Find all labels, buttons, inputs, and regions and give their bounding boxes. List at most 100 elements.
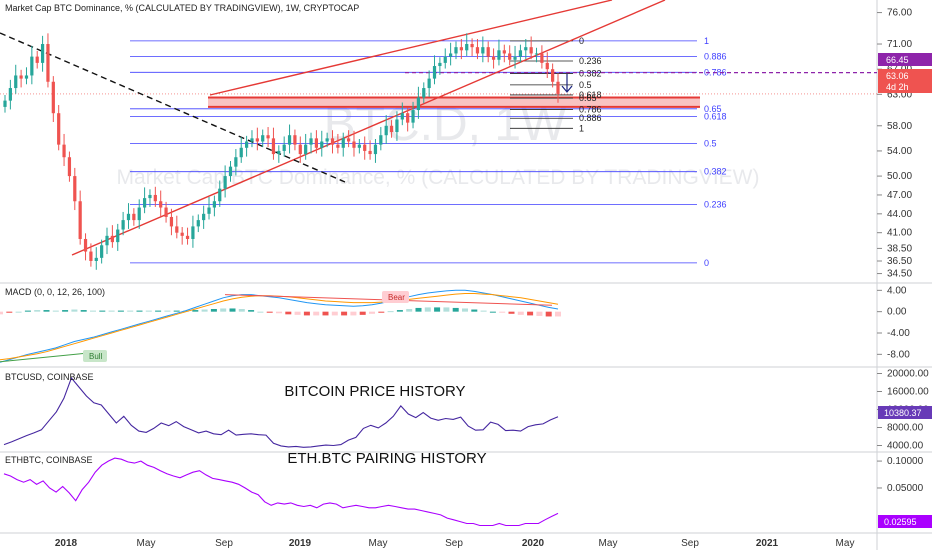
macd-histogram-bar <box>192 310 199 312</box>
candle-body <box>223 176 227 189</box>
candle-body <box>556 81 560 94</box>
candle-body <box>395 119 399 133</box>
y-tick-label: 71.00 <box>887 39 912 50</box>
candle-body <box>40 44 45 63</box>
macd-histogram-bar <box>136 310 143 312</box>
candle-body <box>73 176 77 202</box>
macd-histogram-bar <box>220 308 227 312</box>
candle-body <box>459 47 463 51</box>
btc-y-tick-label: 8000.00 <box>887 423 924 434</box>
macd-histogram-bar <box>62 310 69 312</box>
candle-body <box>35 56 39 63</box>
btc-y-tick-label: 4000.00 <box>887 441 924 452</box>
macd-y-tick-label: -4.00 <box>887 328 910 339</box>
svg-text:66.45: 66.45 <box>886 55 909 65</box>
macd-histogram-bar <box>80 310 87 312</box>
y-tick-label: 36.50 <box>887 256 912 267</box>
macd-histogram-bar <box>90 310 96 312</box>
x-tick-label: 2018 <box>55 538 78 549</box>
macd-histogram-bar <box>164 310 171 312</box>
macd-histogram-bar <box>108 310 115 312</box>
candle-body <box>218 188 222 202</box>
x-tick-label: Sep <box>681 538 699 549</box>
x-tick-label: 2020 <box>522 538 545 549</box>
macd-histogram-bar <box>15 311 22 313</box>
candle-body <box>83 238 88 252</box>
candle-body <box>159 201 163 208</box>
candle-body <box>30 56 34 76</box>
candle-body <box>228 166 233 177</box>
macd-histogram-bar <box>229 308 236 312</box>
x-tick-label: 2021 <box>756 538 779 549</box>
fib-right-label: 0.382 <box>579 69 602 79</box>
btc-last-tag: 10380.37 <box>878 406 932 419</box>
candle-body <box>304 144 308 155</box>
candle-body <box>110 235 114 243</box>
macd-y-tick-label: -8.00 <box>887 349 910 360</box>
btc-caption: BITCOIN PRICE HISTORY <box>284 383 465 400</box>
btc-y-tick-label: 16000.00 <box>887 387 929 398</box>
y-tick-label: 76.00 <box>887 8 912 19</box>
candle-body <box>443 56 447 63</box>
watermark-description: Market Cap BTC Dominance, % (CALCULATED … <box>117 166 760 189</box>
candle-body <box>100 245 104 258</box>
candle-body <box>207 207 211 214</box>
main-pane[interactable]: 10.8860.7860.650.6180.50.3820.236000.236… <box>0 0 877 270</box>
candle-body <box>185 235 190 239</box>
candle-body <box>357 144 361 148</box>
eth-pane[interactable] <box>3 457 559 527</box>
fib-right-label: 0.886 <box>579 113 602 123</box>
macd-histogram-bar <box>545 311 552 317</box>
candle-body <box>175 226 179 233</box>
candle-body <box>534 53 539 55</box>
x-tick-label: 2019 <box>289 538 312 549</box>
macd-histogram-bar <box>238 309 245 312</box>
macd-histogram-bar <box>6 311 13 313</box>
candle-body <box>432 66 437 79</box>
last-price-tag: 63.06 4d 2h <box>878 69 932 93</box>
candle-body <box>411 110 415 123</box>
macd-histogram-bar <box>210 309 217 312</box>
candle-body <box>14 75 18 89</box>
candle-body <box>19 75 23 79</box>
macd-histogram-bar <box>285 311 292 315</box>
eth-y-tick-label: 0.10000 <box>887 456 924 467</box>
eth-y-tick-label: 0.05000 <box>887 483 924 494</box>
macd-y-tick-label: 0.00 <box>887 307 907 318</box>
candle-body <box>416 97 421 111</box>
macd-histogram-bar <box>173 310 180 312</box>
x-tick-label: May <box>599 538 618 549</box>
bull-divergence-line <box>0 351 97 363</box>
candle-body <box>336 144 340 148</box>
fib-left-label: 0 <box>704 258 709 268</box>
candle-body <box>470 44 474 48</box>
macd-histogram-bar <box>341 311 348 316</box>
main-pane-title: Market Cap BTC Dominance, % (CALCULATED … <box>5 3 359 13</box>
macd-histogram-bar <box>369 311 375 314</box>
candle-body <box>164 207 168 217</box>
candle-body <box>352 141 356 148</box>
candle-body <box>126 213 131 221</box>
eth-last-tag: 0.02595 <box>878 515 932 528</box>
macd-histogram-bar <box>415 307 422 312</box>
candle-body <box>293 135 297 145</box>
candle-body <box>465 44 469 51</box>
btc-pane[interactable] <box>3 376 559 448</box>
candle-body <box>325 138 329 142</box>
candle-body <box>406 113 410 123</box>
candle-body <box>486 47 490 57</box>
candle-body <box>529 47 533 54</box>
candle-body <box>298 144 302 155</box>
fib-left-label: 1 <box>704 36 709 46</box>
y-tick-label: 47.00 <box>887 190 912 201</box>
macd-histogram-bar <box>359 311 366 315</box>
y-tick-label: 63.00 <box>887 89 912 100</box>
candle-body <box>51 81 55 114</box>
macd-histogram-bar <box>527 311 534 316</box>
macd-histogram-bar <box>201 309 208 312</box>
macd-pane[interactable]: Bear Bull <box>0 289 561 363</box>
candle-body <box>191 226 195 239</box>
y-tick-label: 58.00 <box>887 121 912 132</box>
